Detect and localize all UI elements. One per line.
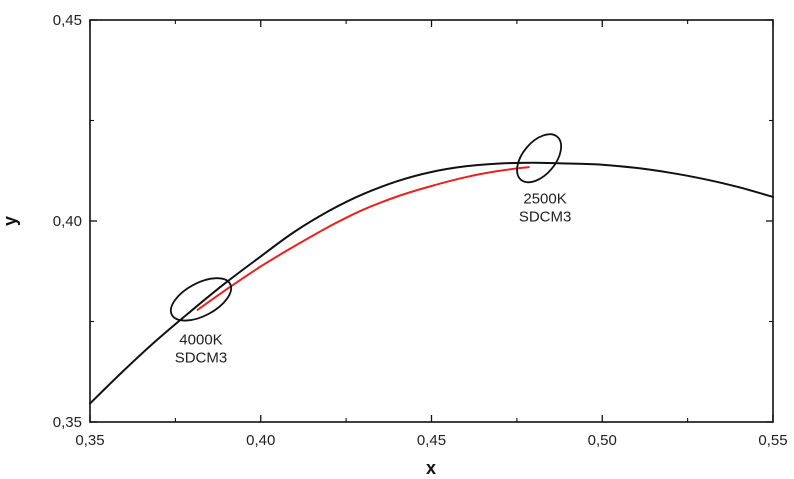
- tick-group: 0,35 0,40 0,45 0,50 0,55 0,35 0,40 0,45: [53, 12, 788, 449]
- y-tick-label: 0,40: [53, 213, 82, 230]
- x-axis-title: x: [426, 458, 436, 478]
- x-tick-label: 0,40: [246, 432, 275, 449]
- annotation-label: 4000K: [179, 331, 222, 348]
- sdcm3-ellipse: [516, 133, 563, 184]
- y-tick-label: 0,45: [53, 12, 82, 29]
- x-tick-label: 0,45: [417, 432, 446, 449]
- y-axis-title: y: [0, 216, 20, 226]
- planckian-locus-line: [89, 161, 774, 405]
- x-tick-label: 0,55: [758, 432, 787, 449]
- x-tick-label: 0,50: [588, 432, 617, 449]
- annotation-label: SDCM3: [519, 208, 572, 225]
- red-series-line: [196, 166, 530, 311]
- y-tick-label: 0,35: [53, 414, 82, 431]
- x-tick-label: 0,35: [75, 432, 104, 449]
- annotation-label: SDCM3: [175, 349, 228, 366]
- annotation-label: 2500K: [523, 190, 566, 207]
- series-group: [89, 161, 774, 405]
- sdcm3-ellipse: [169, 277, 233, 322]
